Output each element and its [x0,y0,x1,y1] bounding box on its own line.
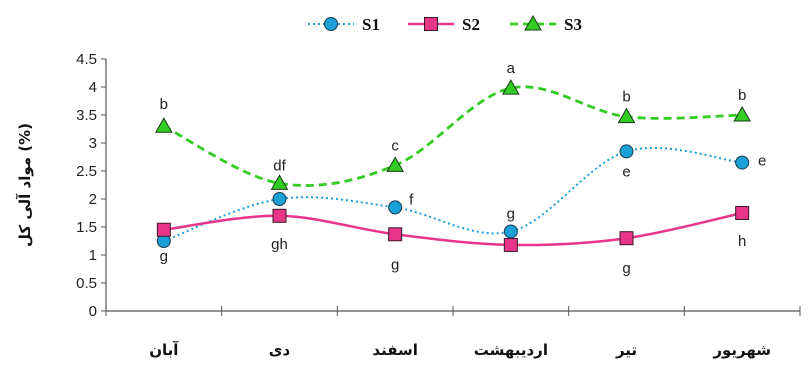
data-point-s2 [156,222,171,237]
significance-letter: gh [271,236,288,253]
significance-letter: e [758,153,766,170]
data-point-s1 [619,144,634,159]
series-line-s1 [163,147,743,242]
data-point-s2 [272,208,287,223]
x-tick-label: اردیبهشت [474,341,548,359]
data-point-s1 [272,192,287,206]
data-point-s1 [388,200,403,215]
significance-letter: e [622,163,630,180]
y-tick-label: 1.5 [76,219,97,236]
x-tick-label: شهریور [712,341,771,359]
legend-marker-s3 [524,14,542,31]
legend-label-s3: S3 [564,15,582,34]
data-point-s3 [501,79,520,95]
legend-label-s1: S1 [362,15,380,34]
significance-letter: h [738,233,746,250]
data-point-s3 [386,156,405,172]
significance-letter: g [622,260,630,277]
x-tick-label: تیر [615,341,637,359]
y-tick-label: 2.5 [76,163,97,180]
significance-letter: f [409,191,414,208]
data-point-s2 [503,237,518,252]
x-tick-label: اسفند [372,341,417,359]
y-tick-label: 3 [89,135,97,152]
y-tick-label: 2 [89,191,97,208]
y-tick-label: 3.5 [76,107,97,124]
x-tick-label: آبان [149,341,179,359]
series-line-s2 [163,211,743,247]
significance-letter: g [160,248,168,265]
data-point-s1 [503,224,518,239]
legend-marker-s2 [424,17,438,31]
data-point-s3 [617,107,636,124]
legend-marker-s1 [324,17,338,31]
significance-letter: c [391,137,399,154]
significance-letter: b [160,96,168,113]
data-point-s3 [270,174,289,190]
data-point-s1 [735,155,750,170]
significance-letter: df [273,157,286,174]
y-tick-label: 0 [89,303,97,320]
significance-letter: g [391,256,399,273]
data-point-s3 [154,117,173,133]
significance-letter: b [738,87,746,104]
data-point-s2 [619,231,634,246]
axes: 0 0.5 1 1.5 2 2.5 3 3.5 4 4.5 آبان دی اسفند اردیبهشت ت… [76,51,801,359]
legend-label-s2: S2 [462,15,480,34]
significance-letter: g [507,205,515,222]
significance-letter: b [622,89,630,106]
y-tick-label: 4.5 [76,51,97,68]
data-point-s2 [388,227,403,242]
data-point-s2 [735,206,750,220]
series-line-s3 [163,85,743,187]
legend: S1 S2 S3 [308,14,582,34]
y-tick-label: 4 [89,79,97,96]
y-tick-label: 0.5 [76,275,97,292]
data-point-s3 [733,105,752,122]
significance-letter: a [507,60,516,77]
y-tick-label: 1 [89,247,97,264]
x-tick-label: دی [269,341,291,359]
y-axis-label: مواد آلی کل (%) [16,123,34,247]
